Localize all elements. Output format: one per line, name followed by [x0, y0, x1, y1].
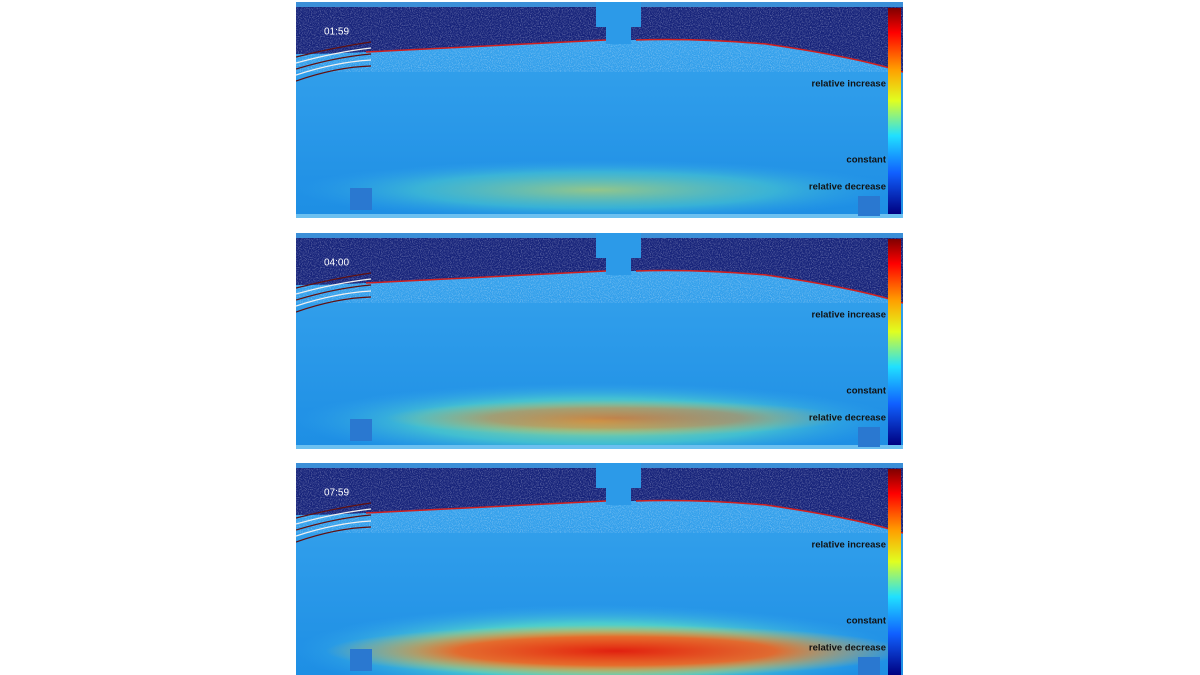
top-noise — [296, 463, 903, 533]
streak — [296, 41, 372, 58]
notch — [596, 463, 641, 505]
marker-right — [858, 657, 880, 675]
legend-constant: constant — [846, 155, 886, 166]
colorbar — [888, 469, 901, 675]
legend-constant: constant — [846, 386, 886, 397]
streak — [296, 290, 372, 307]
time-label: 04:00 — [324, 258, 349, 269]
edge-line — [365, 269, 903, 304]
edge-line — [365, 499, 903, 534]
bottom-frame — [296, 214, 903, 218]
marker-right — [858, 427, 880, 447]
streak — [296, 47, 372, 64]
streak — [296, 508, 372, 525]
streak — [296, 65, 372, 82]
warm-zone — [296, 160, 896, 218]
notch — [596, 233, 641, 275]
panel: 07:59 relative increase constant relative d… — [296, 463, 903, 675]
legend-decrease: relative decrease — [809, 182, 886, 193]
legend-constant: constant — [846, 616, 886, 627]
legend-increase: relative increase — [812, 310, 886, 321]
streak — [296, 59, 372, 76]
panel-image — [296, 2, 903, 218]
hot-zone — [386, 400, 846, 436]
streak — [296, 272, 372, 289]
legend-increase: relative increase — [812, 79, 886, 90]
marker-left — [350, 188, 372, 210]
time-label: 01:59 — [324, 27, 349, 38]
top-noise — [296, 2, 903, 72]
notch — [596, 2, 641, 44]
colorbar — [888, 8, 901, 214]
hot-zone — [326, 625, 903, 675]
time-label: 07:59 — [324, 488, 349, 499]
streak — [296, 520, 372, 537]
top-noise — [296, 233, 903, 303]
streak — [296, 278, 372, 295]
streak — [296, 514, 372, 531]
panel: 04:00 relative increase constant relative d… — [296, 233, 903, 449]
streak — [296, 284, 372, 301]
panel: 01:59 relative increase constant relative d… — [296, 2, 903, 218]
marker-left — [350, 419, 372, 441]
legend-decrease: relative decrease — [809, 413, 886, 424]
panel-image — [296, 233, 903, 449]
panel-image — [296, 463, 903, 675]
streak — [296, 53, 372, 70]
marker-right — [858, 196, 880, 216]
streak — [296, 502, 372, 519]
colorbar — [888, 239, 901, 445]
streak — [296, 526, 372, 543]
edge-line — [365, 38, 903, 73]
marker-left — [350, 649, 372, 671]
streak — [296, 296, 372, 313]
legend-decrease: relative decrease — [809, 643, 886, 654]
legend-increase: relative increase — [812, 540, 886, 551]
bottom-frame — [296, 445, 903, 449]
